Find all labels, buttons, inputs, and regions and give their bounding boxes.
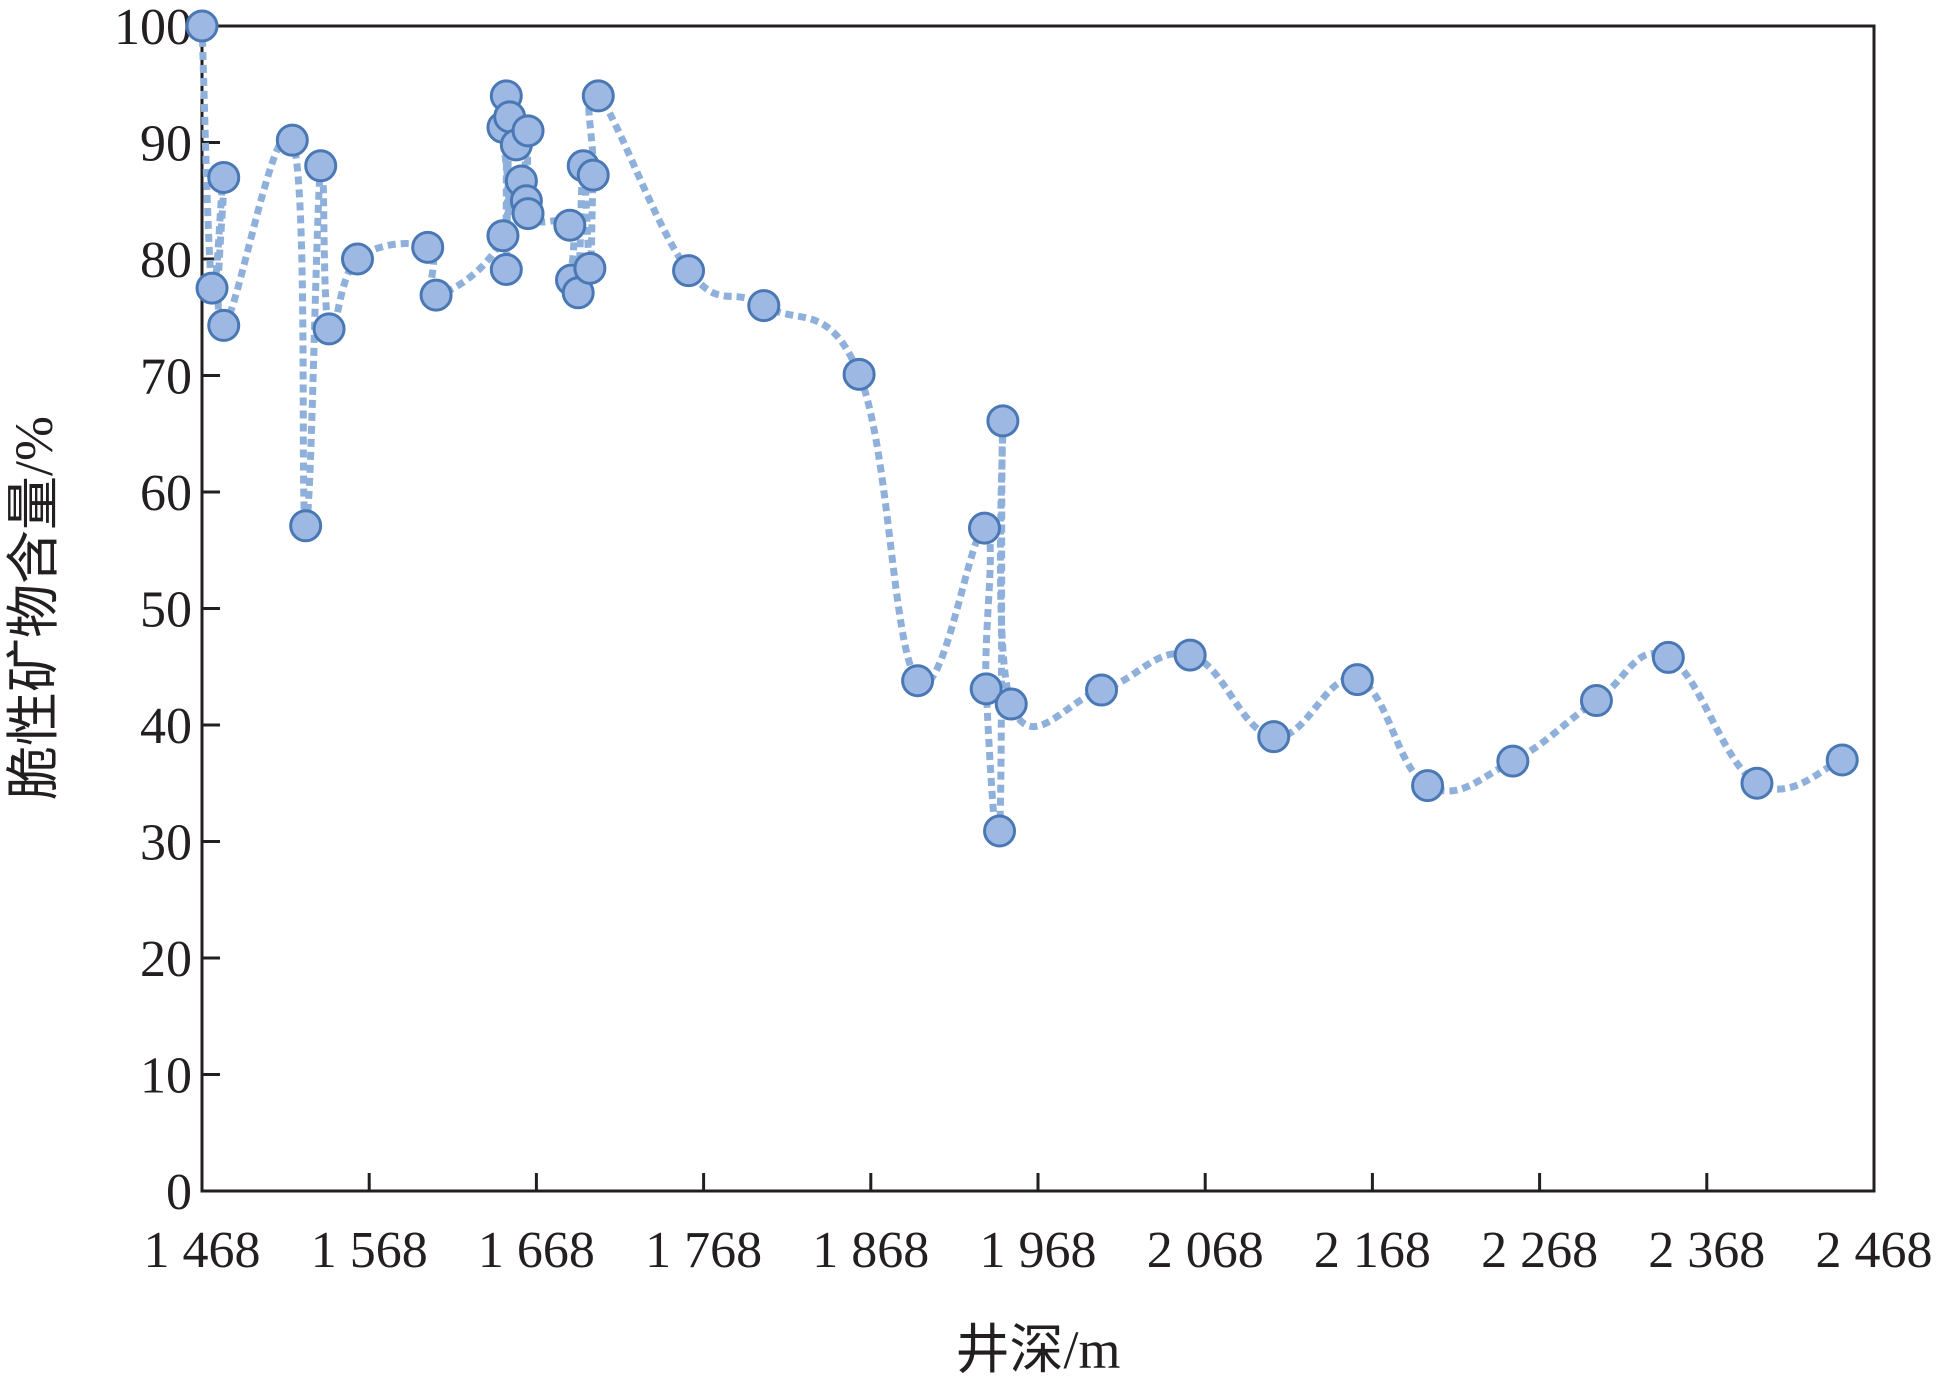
data-point — [511, 114, 545, 148]
data-point — [1496, 744, 1530, 778]
data-point — [573, 251, 607, 285]
data-point — [1411, 769, 1445, 803]
data-point — [901, 664, 935, 698]
data-point — [672, 254, 706, 288]
data-point — [842, 357, 876, 391]
data-point — [207, 308, 241, 342]
data-point — [511, 197, 545, 231]
series-line — [198, 25, 1844, 847]
y-axis-ticks: 0 10 20 30 40 50 60 70 80 90 100 — [114, 0, 220, 1221]
data-point — [581, 79, 615, 113]
data-point — [969, 672, 1003, 706]
data-point — [747, 289, 781, 323]
y-tick-label: 60 — [140, 465, 192, 522]
data-point — [419, 278, 453, 312]
x-tick-label: 2 068 — [1147, 1222, 1264, 1279]
data-point — [275, 123, 309, 157]
y-tick-label: 100 — [114, 0, 192, 56]
x-tick-label: 2 168 — [1314, 1222, 1431, 1279]
data-point — [340, 242, 374, 276]
plot-frame — [200, 24, 1876, 1193]
data-point — [1340, 663, 1374, 697]
y-tick-label: 50 — [140, 582, 192, 639]
data-point — [312, 312, 346, 346]
data-point — [1085, 673, 1119, 707]
data-point — [967, 511, 1001, 545]
x-tick-label: 1 768 — [645, 1222, 762, 1279]
x-axis-ticks: 1 468 1 568 1 668 1 768 1 868 1 968 2 068 2 168… — [144, 1173, 1933, 1279]
data-points — [185, 9, 1859, 848]
x-tick-label: 1 968 — [980, 1222, 1097, 1279]
data-point — [986, 404, 1020, 438]
data-point — [1173, 638, 1207, 672]
data-point — [576, 158, 610, 192]
x-tick-label: 1 568 — [311, 1222, 428, 1279]
x-tick-label: 1 468 — [144, 1222, 261, 1279]
y-tick-label: 0 — [166, 1164, 192, 1221]
data-point — [207, 160, 241, 194]
y-tick-label: 90 — [140, 116, 192, 173]
data-point — [553, 208, 587, 242]
data-point — [983, 814, 1017, 848]
x-tick-label: 1 868 — [812, 1222, 929, 1279]
data-point — [1579, 684, 1613, 718]
x-tick-label: 2 368 — [1648, 1222, 1765, 1279]
x-tick-label: 2 468 — [1816, 1222, 1933, 1279]
y-tick-label: 20 — [140, 931, 192, 988]
y-tick-label: 40 — [140, 698, 192, 755]
data-point — [1825, 743, 1859, 777]
data-point — [1257, 720, 1291, 754]
data-point — [1740, 766, 1774, 800]
x-tick-label: 1 668 — [478, 1222, 595, 1279]
y-tick-label: 70 — [140, 349, 192, 406]
y-axis-title: 脆性矿物含量/% — [4, 416, 64, 800]
x-tick-label: 2 268 — [1481, 1222, 1598, 1279]
data-point — [1651, 640, 1685, 674]
data-point — [994, 687, 1028, 721]
data-point — [489, 252, 523, 286]
y-tick-label: 80 — [140, 232, 192, 289]
data-point — [185, 9, 219, 43]
data-point — [304, 149, 338, 183]
data-point — [411, 230, 445, 264]
data-point — [195, 271, 229, 305]
data-point — [289, 509, 323, 543]
x-axis-title: 井深/m — [955, 1320, 1120, 1380]
data-point — [486, 219, 520, 253]
y-tick-label: 10 — [140, 1048, 192, 1105]
y-tick-label: 30 — [140, 815, 192, 872]
